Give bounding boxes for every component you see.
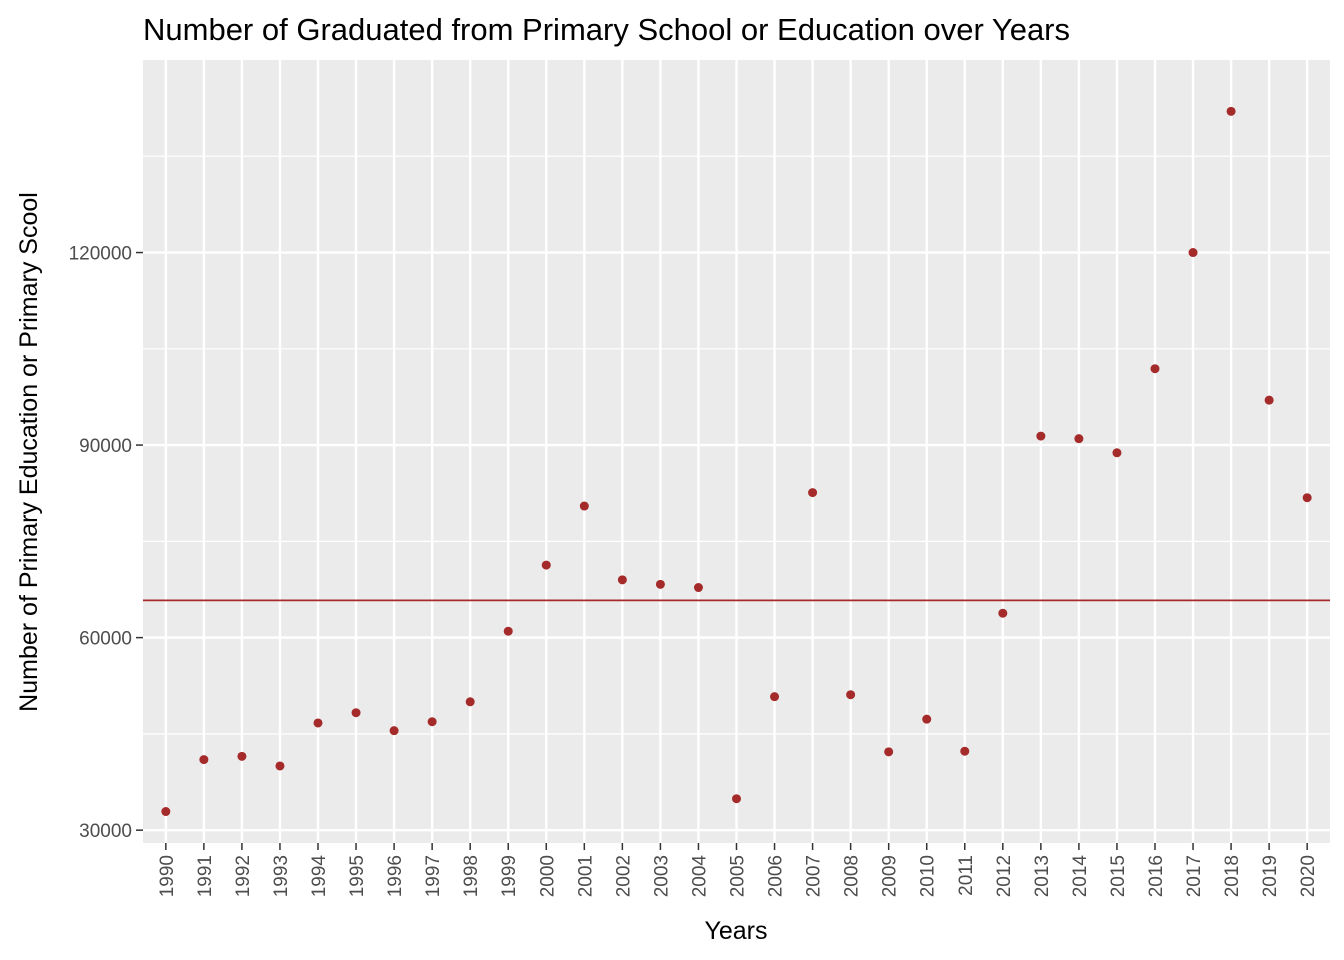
- x-tick-label: 2008: [842, 855, 863, 897]
- data-point: [465, 697, 475, 707]
- chart-title: Number of Graduated from Primary School …: [143, 12, 1070, 47]
- data-point: [884, 747, 894, 757]
- x-tick-label: 2019: [1260, 855, 1281, 897]
- data-point: [503, 626, 513, 636]
- data-point: [732, 794, 741, 804]
- data-point: [1302, 493, 1312, 503]
- data-point: [770, 692, 780, 702]
- data-point: [1264, 395, 1274, 405]
- data-points: [161, 106, 1312, 817]
- y-tick-label: 120000: [69, 244, 132, 265]
- x-tick-label: 1995: [347, 855, 368, 897]
- data-point: [1150, 364, 1160, 374]
- data-point: [922, 714, 932, 724]
- data-point: [541, 560, 551, 570]
- x-tick-label: 2004: [689, 855, 710, 898]
- data-point: [161, 807, 171, 817]
- x-tick-label: 2013: [1032, 855, 1053, 897]
- x-tick-label: 1997: [423, 855, 444, 897]
- data-point: [1036, 431, 1046, 441]
- data-point: [693, 583, 703, 593]
- data-point: [998, 608, 1008, 618]
- data-point: [199, 755, 209, 765]
- x-tick-label: 2012: [994, 855, 1015, 897]
- x-tick-label: 2017: [1184, 855, 1205, 897]
- x-tick-label: 1998: [461, 855, 482, 897]
- y-tick-label: 90000: [79, 436, 132, 457]
- x-tick-label: 2002: [613, 855, 634, 897]
- x-tick-label: 1999: [499, 855, 520, 897]
- data-point: [275, 761, 285, 771]
- major-gridlines: [143, 60, 1330, 843]
- data-point: [808, 488, 818, 498]
- data-point: [237, 751, 247, 761]
- data-point: [1188, 248, 1198, 258]
- x-tick-label: 2001: [575, 855, 596, 897]
- data-point: [313, 718, 323, 728]
- data-point: [846, 690, 856, 700]
- data-point: [960, 746, 970, 756]
- x-tick-label: 2005: [728, 855, 749, 897]
- x-tick-label: 2011: [956, 855, 977, 896]
- data-point: [617, 575, 627, 585]
- x-tick-label: 2020: [1298, 855, 1319, 897]
- data-point: [655, 579, 665, 589]
- data-point: [1226, 106, 1236, 116]
- y-tick-label: 30000: [79, 821, 132, 842]
- x-tick-label: 1994: [309, 855, 330, 898]
- x-tick-label: 2010: [918, 855, 939, 897]
- x-tick-label: 2016: [1146, 855, 1167, 897]
- x-tick-label: 2009: [880, 855, 901, 897]
- y-tick-label: 60000: [79, 629, 132, 650]
- data-point: [427, 717, 437, 727]
- y-axis-ticks: 30000 60000 90000 120000: [69, 244, 143, 842]
- x-tick-label: 1990: [157, 855, 178, 897]
- x-tick-label: 1996: [385, 855, 406, 897]
- x-axis-title: Years: [704, 917, 767, 945]
- x-tick-label: 1992: [233, 855, 254, 897]
- x-tick-label: 2018: [1222, 855, 1243, 897]
- x-tick-label: 2014: [1070, 855, 1091, 898]
- x-tick-label: 2006: [766, 855, 787, 897]
- x-tick-label: 2003: [651, 855, 672, 897]
- y-axis-title: Number of Primary Education or Primary S…: [15, 192, 43, 712]
- data-point: [1112, 448, 1122, 458]
- data-point: [351, 708, 361, 718]
- x-tick-label: 2007: [804, 855, 825, 897]
- data-point: [389, 726, 399, 736]
- x-tick-label: 1991: [195, 855, 216, 897]
- x-tick-label: 1993: [271, 855, 292, 897]
- data-point: [1074, 434, 1084, 444]
- x-tick-label: 2000: [537, 855, 558, 897]
- x-axis-ticks: 1990 1991 1992 1993 1994 1995 1996 1997 1998 1999…: [157, 843, 1319, 897]
- data-point: [579, 501, 589, 511]
- x-tick-label: 2015: [1108, 855, 1129, 897]
